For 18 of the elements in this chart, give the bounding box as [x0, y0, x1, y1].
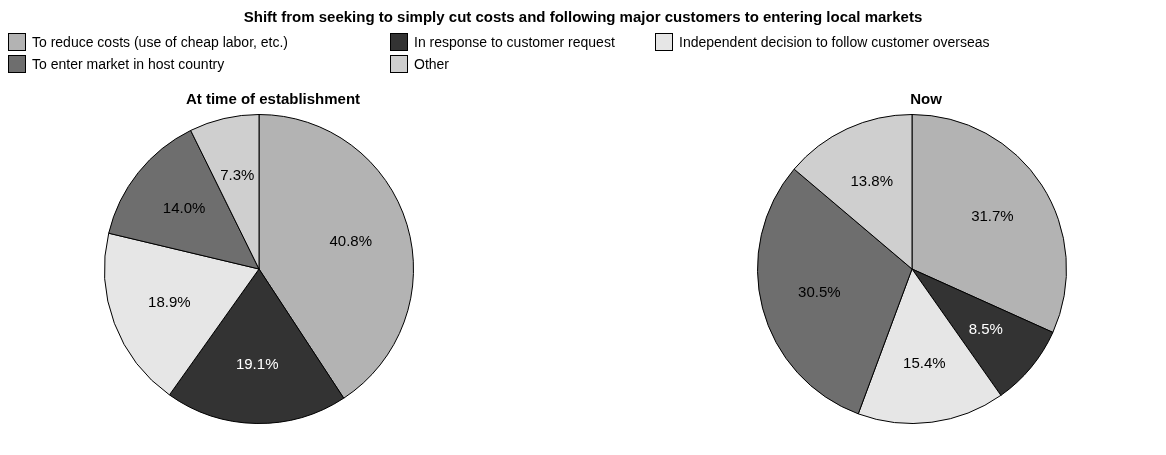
data-label: 13.8%: [850, 172, 893, 190]
data-label: 19.1%: [235, 354, 279, 372]
data-label: 18.9%: [148, 292, 191, 310]
chart-subtitle: Shift from seeking to simply cut costs and following major customers to entering local markets: [242, 8, 924, 25]
legend-label: Other: [414, 56, 450, 72]
text: At time of establishment: [184, 90, 362, 109]
data-label: 8.5%: [968, 320, 1003, 338]
data-label: 7.3%: [220, 165, 255, 183]
legend-label: To reduce costs (use of cheap labor, etc.): [32, 34, 289, 50]
data-label: 40.8%: [329, 231, 373, 249]
data-label: 14.0%: [162, 199, 206, 217]
data-label: 31.7%: [971, 207, 1014, 225]
data-label: 15.4%: [903, 354, 946, 372]
data-label: 30.5%: [798, 283, 841, 301]
legend-label: To enter market in host country: [32, 56, 225, 72]
legend-label: In response to customer request: [414, 34, 615, 50]
chart-title: Now: [909, 90, 943, 109]
legend-label: Independent decision to follow customer overseas: [679, 34, 990, 50]
